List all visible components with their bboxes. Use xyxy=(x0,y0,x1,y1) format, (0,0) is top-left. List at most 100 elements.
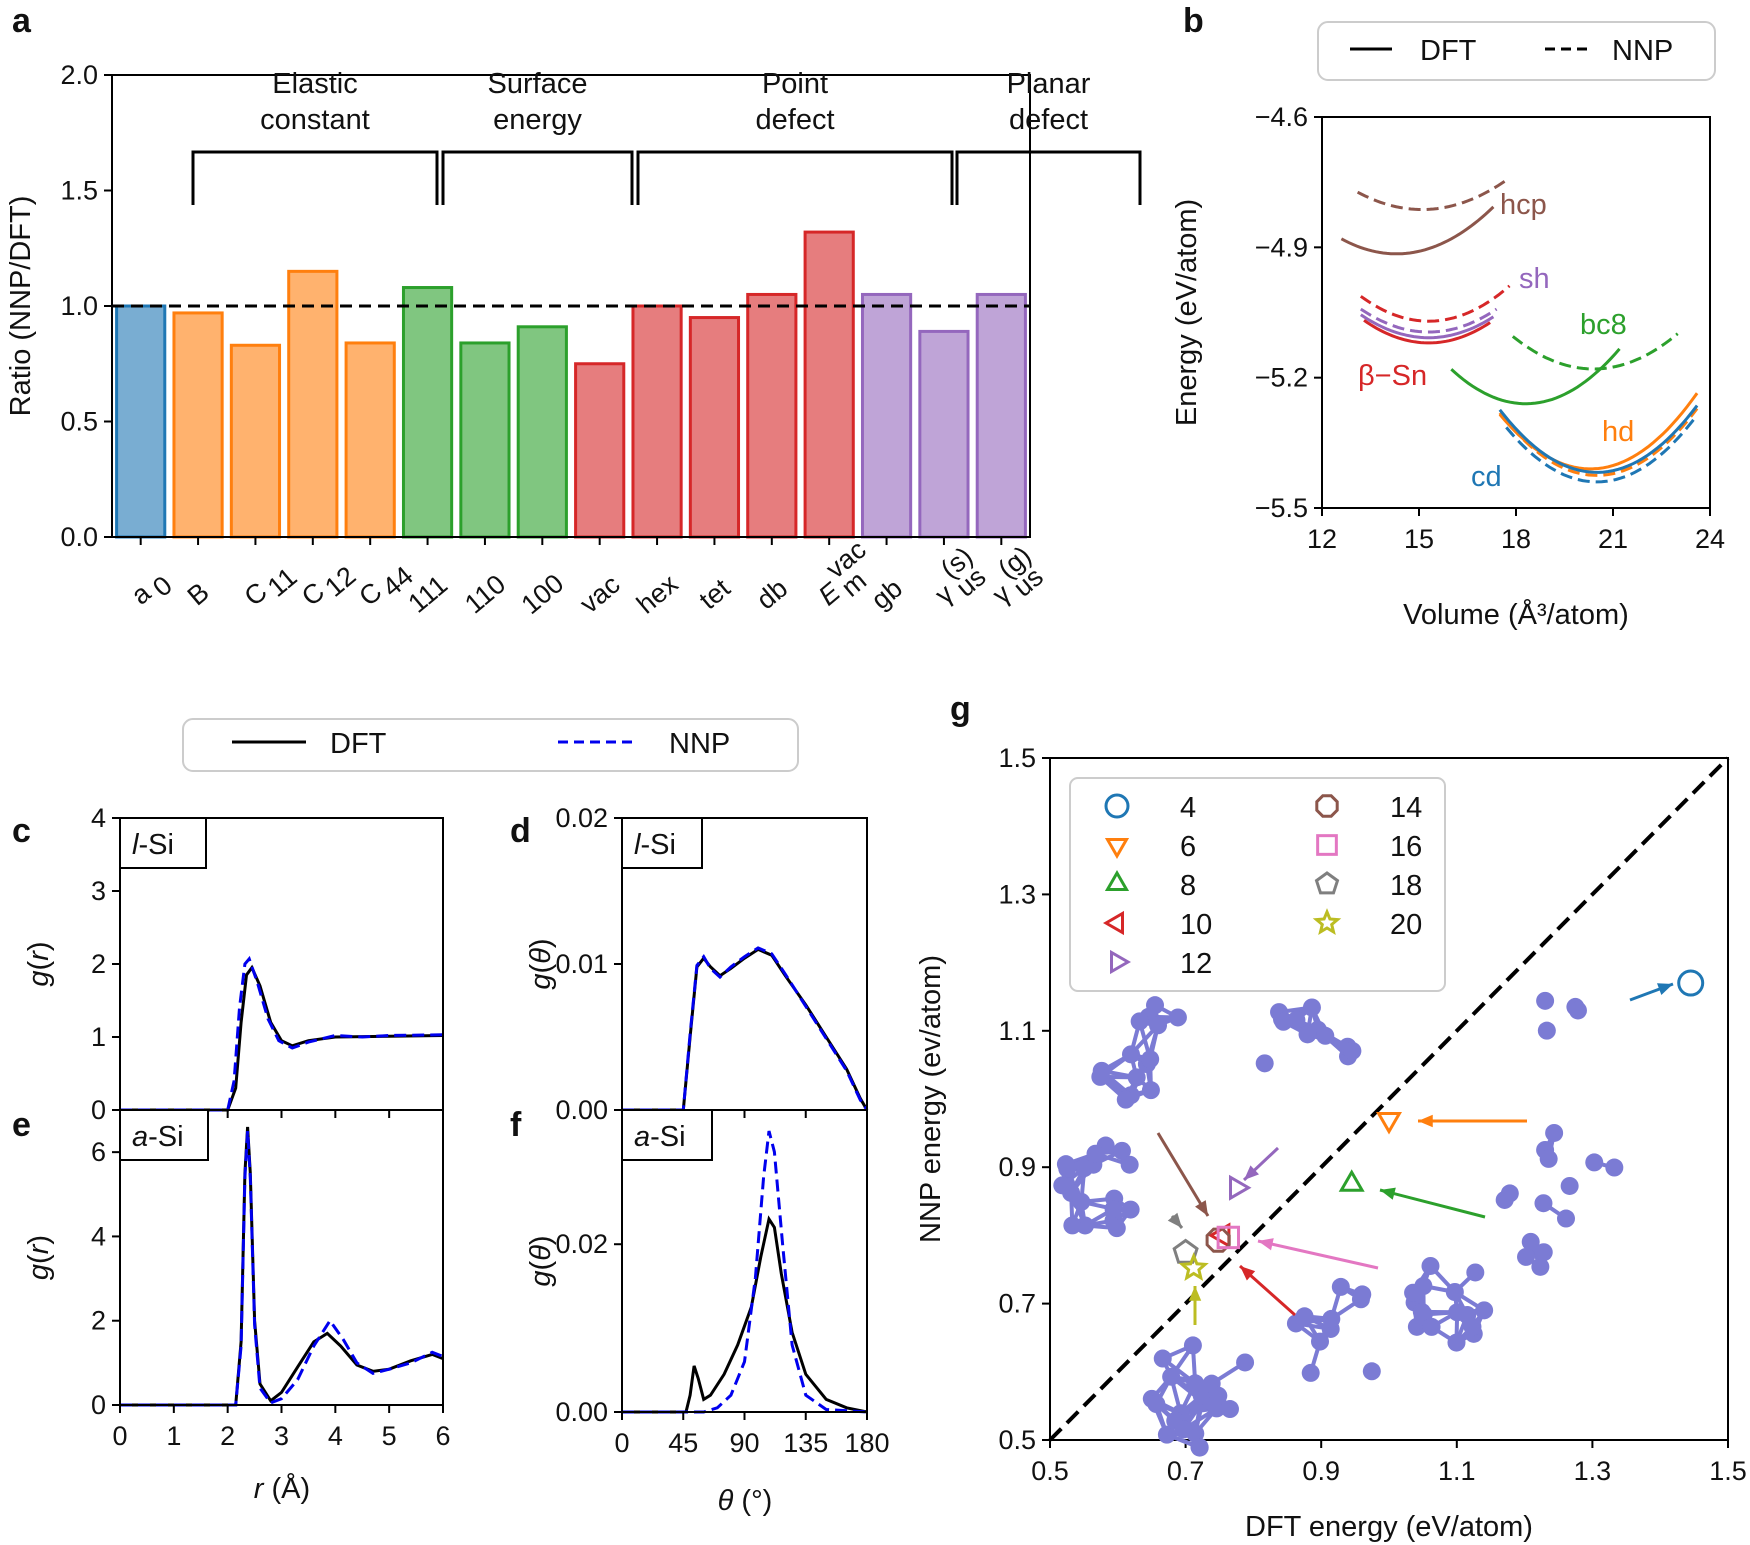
g-y-tick-label: 1.3 xyxy=(998,879,1036,909)
plot-frame-b xyxy=(1321,116,1711,509)
legend-box-b xyxy=(1317,21,1716,81)
f-y-tick-label: 0.02 xyxy=(555,1229,608,1259)
cluster-6-image xyxy=(1536,1123,1624,1195)
x-tick-text: vac xyxy=(574,569,625,619)
panel-label-b: b xyxy=(1183,2,1204,40)
cluster-atom xyxy=(1475,1301,1494,1320)
arrow-shaft xyxy=(1379,1188,1486,1219)
g-x-tick-label: 1.3 xyxy=(1574,1456,1612,1486)
e-x-tick-label: 1 xyxy=(166,1421,181,1451)
cluster-atom xyxy=(1521,1232,1540,1251)
cluster-atom xyxy=(1537,1021,1556,1040)
group-label: defect xyxy=(756,104,835,136)
series-line-cd-nnp xyxy=(1505,414,1699,484)
x-tick-superscript: vac xyxy=(820,534,871,584)
bar-11 xyxy=(746,292,798,539)
cluster-atom xyxy=(1343,1041,1362,1060)
parity-line xyxy=(1048,756,1730,1442)
cluster-atom xyxy=(1076,1216,1095,1235)
legend-label-dft: DFT xyxy=(330,728,387,760)
x-tick-label-a-2: C11 xyxy=(239,562,303,612)
data-point-20 xyxy=(1178,1252,1209,1281)
bar-9 xyxy=(631,304,683,539)
cluster-atom xyxy=(1121,1045,1140,1064)
x-tick-label-a-10: tet xyxy=(694,573,737,616)
cluster-atom xyxy=(1120,1155,1139,1174)
cluster-atom xyxy=(1404,1283,1423,1302)
legend-marker-14 xyxy=(1315,794,1339,818)
cluster-atom xyxy=(1209,1386,1228,1405)
cluster-atom xyxy=(1274,1012,1293,1031)
cluster-atom xyxy=(1072,1192,1091,1211)
data-point-6 xyxy=(1376,1112,1402,1135)
b-x-tick-label: 24 xyxy=(1695,524,1725,554)
arrow-12 xyxy=(1242,1146,1280,1182)
inset-box-f xyxy=(621,1109,713,1161)
bar-7 xyxy=(516,325,568,539)
x-tick-label-a-9: hex xyxy=(631,568,684,619)
cluster-14-image xyxy=(1091,996,1187,1109)
cluster-atom xyxy=(1322,1309,1341,1328)
e-x-tick-label: 4 xyxy=(328,1421,343,1451)
cluster-atom xyxy=(1127,1068,1146,1087)
data-point-18 xyxy=(1172,1238,1199,1264)
f-x-tick-label: 135 xyxy=(783,1428,828,1458)
group-bracket xyxy=(191,150,439,205)
y-axis-label-g: NNP energy (ev/atom) xyxy=(915,955,947,1243)
f-x-tick-label: 45 xyxy=(668,1428,698,1458)
cluster-8-image xyxy=(1495,1184,1575,1276)
legend-marker-20 xyxy=(1312,908,1342,936)
x-axis-label-f: θ (°) xyxy=(718,1485,773,1517)
b-x-tick-label: 12 xyxy=(1307,524,1337,554)
series-line-f-dft xyxy=(622,1215,868,1414)
inset-label-c: l-Si xyxy=(132,829,174,861)
arrow-18 xyxy=(1167,1212,1184,1229)
cluster-18-image xyxy=(1053,1136,1140,1238)
group-bracket xyxy=(441,150,634,205)
arrow-16 xyxy=(1257,1238,1379,1270)
legend-marker-4 xyxy=(1104,793,1130,819)
legend-label-nnp: NNP xyxy=(1612,35,1673,67)
a-y-tick-label: 0.5 xyxy=(60,407,98,437)
legend-marker-6 xyxy=(1104,838,1130,860)
series-line-d-nnp xyxy=(622,946,869,1112)
cluster-atom xyxy=(1302,998,1321,1017)
cluster-atom xyxy=(1107,1219,1126,1238)
g-y-tick-label: 1.1 xyxy=(998,1016,1036,1046)
b-x-tick-label: 18 xyxy=(1501,524,1531,554)
series-annotation-orange: hd xyxy=(1602,416,1634,448)
x-tick-label-a-15: γus(g) xyxy=(987,540,1049,610)
x-tick-label-a-1: B xyxy=(182,577,215,612)
g-x-tick-label: 1.5 xyxy=(1709,1456,1747,1486)
data-point-16 xyxy=(1216,1225,1241,1250)
cluster-atom xyxy=(1112,1141,1131,1160)
c-y-tick-label: 0 xyxy=(91,1095,106,1125)
series-line-c-dft xyxy=(120,964,444,1112)
cluster-atom xyxy=(1534,1194,1553,1213)
panel-label-g: g xyxy=(950,690,971,728)
cluster-atom xyxy=(1422,1317,1441,1336)
x-tick-label-a-3: C12 xyxy=(296,560,362,611)
cluster-atom xyxy=(1168,1008,1187,1027)
bar-14 xyxy=(918,329,970,539)
arrow-4 xyxy=(1629,982,1674,1002)
e-x-tick-label: 0 xyxy=(112,1421,127,1451)
legend-label-6: 6 xyxy=(1180,831,1196,863)
x-tick-label-a-8: vac xyxy=(574,569,625,619)
cluster-atom xyxy=(1353,1285,1372,1304)
cluster-atom xyxy=(1255,1054,1274,1073)
arrow-head xyxy=(1167,1212,1182,1228)
y-axis-label-a: Ratio (NNP/DFT) xyxy=(5,196,37,417)
legend-label-18: 18 xyxy=(1390,870,1422,902)
a-y-tick-label: 1.5 xyxy=(60,176,98,206)
panel-label-d: d xyxy=(510,812,531,850)
cluster-atom xyxy=(1531,1257,1550,1276)
series-line-c-nnp xyxy=(120,955,444,1112)
g-y-tick-label: 0.5 xyxy=(998,1425,1036,1455)
cluster-atom xyxy=(1412,1302,1431,1321)
legend-marker-16 xyxy=(1316,834,1338,856)
cluster-atom xyxy=(1448,1303,1467,1322)
legend-marker-12 xyxy=(1110,949,1132,975)
arrow-8 xyxy=(1379,1187,1486,1219)
inset-box-d xyxy=(621,817,703,869)
